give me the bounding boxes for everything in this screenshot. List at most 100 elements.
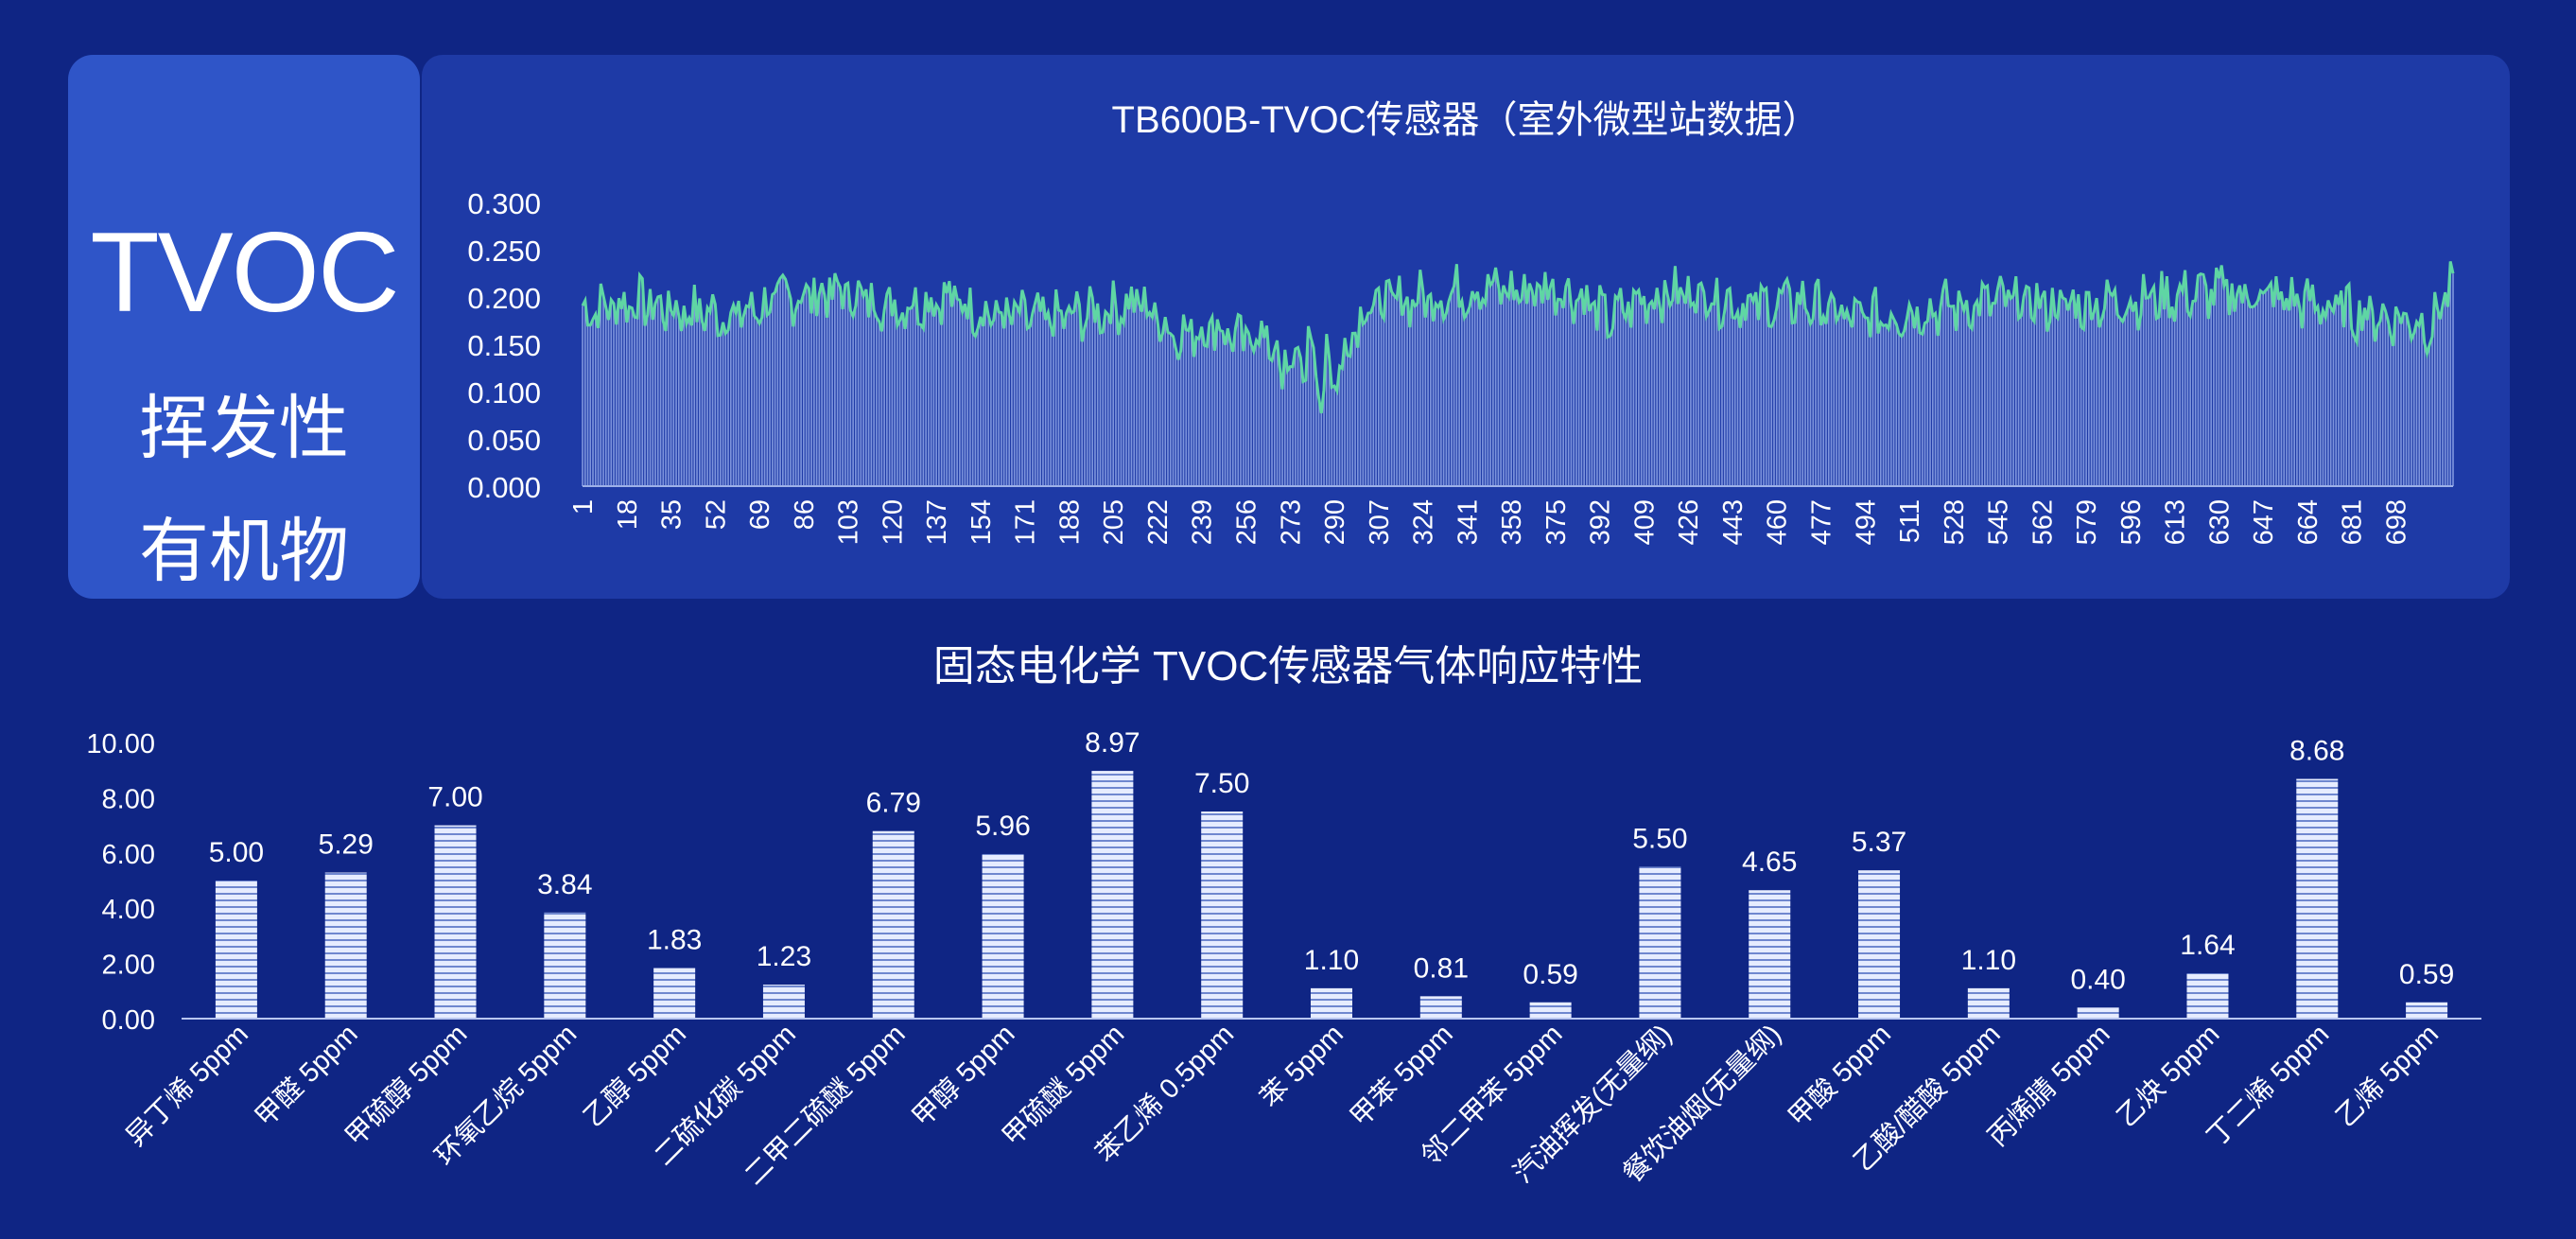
line-chart-x-axis: 1 18 35 52 69 86 103 120 137 154 171 188 205 222 239 25…: [568, 499, 2411, 545]
x-tick-label: 358: [1497, 499, 1527, 545]
x-tick-label: 477: [1806, 499, 1836, 545]
x-tick-label: 137: [922, 499, 952, 545]
x-tick-label: 290: [1320, 499, 1350, 545]
x-tick-label: 222: [1143, 499, 1174, 545]
bar: [762, 985, 805, 1019]
x-tick-label: 426: [1674, 499, 1704, 545]
x-tick-label: 596: [2116, 499, 2147, 545]
y-tick-label: 0.300: [467, 187, 541, 220]
x-tick-label: 239: [1188, 499, 1218, 545]
bar: [1749, 890, 1791, 1019]
x-tick-label: 1: [568, 499, 599, 515]
x-tick-label: 562: [2028, 499, 2058, 545]
bar: [982, 853, 1024, 1019]
bar: [872, 830, 914, 1019]
x-tick-label: 341: [1453, 499, 1483, 545]
bar-chart-bars: 5.00 5.29 7.00 3.84 1.83 1.23 6.79 5.96 8.97 7.50…: [209, 727, 2454, 1019]
line-chart: TB600B-TVOC传感器（室外微型站数据） 0.0000.0500.1000…: [467, 99, 2455, 545]
bar: [215, 881, 257, 1019]
x-tick-label: 154: [966, 499, 997, 545]
x-tick-label: 69: [745, 499, 775, 530]
bar: [1091, 771, 1134, 1019]
bar: [2406, 1002, 2448, 1019]
x-tick-label: 35: [657, 499, 688, 530]
x-tick-label: 630: [2204, 499, 2235, 545]
bar: [1967, 987, 2010, 1019]
x-tick-label: 324: [1409, 499, 1439, 545]
bar: [1311, 987, 1352, 1019]
side-subtitle-line2: 有机物: [139, 512, 349, 590]
y-tick-label: 0.200: [467, 282, 541, 315]
x-tick-label: 273: [1276, 499, 1306, 545]
x-tick-label: 52: [701, 499, 731, 530]
bar-value-label: 0.40: [2070, 964, 2125, 995]
line-chart-y-axis: 0.000 0.050 0.100 0.150 0.200 0.250 0.300: [467, 187, 541, 504]
bar-value-label: 1.10: [1961, 945, 2016, 976]
category-label: 甲醇 5ppm: [906, 1019, 1020, 1133]
bar: [324, 872, 367, 1019]
x-tick-label: 86: [790, 499, 820, 530]
bar: [2296, 778, 2339, 1019]
x-tick-label: 188: [1054, 499, 1085, 545]
bar-value-label: 3.84: [537, 869, 592, 900]
bar-value-label: 0.81: [1414, 952, 1469, 984]
bar-chart-y-axis: 0.00 2.00 4.00 6.00 8.00 10.00: [86, 729, 155, 1036]
y-tick-label: 0.100: [467, 376, 541, 410]
y-tick-label: 10.00: [86, 729, 155, 759]
bar-value-label: 8.68: [2289, 736, 2344, 767]
bar: [1529, 1002, 1572, 1019]
category-label: 甲酸 5ppm: [1783, 1019, 1897, 1133]
side-panel: TVOC 挥发性 有机物: [68, 55, 420, 599]
x-tick-label: 511: [1895, 499, 1925, 543]
bar: [434, 825, 477, 1019]
x-tick-label: 545: [1984, 499, 2014, 545]
x-tick-label: 494: [1851, 499, 1881, 545]
x-tick-label: 103: [834, 499, 864, 545]
bar-value-label: 6.79: [866, 788, 921, 819]
y-tick-label: 0.150: [467, 329, 541, 362]
y-tick-label: 0.00: [102, 1005, 155, 1036]
bar-value-label: 5.29: [319, 829, 374, 861]
bar-value-label: 1.23: [757, 941, 811, 972]
x-tick-label: 698: [2381, 499, 2411, 545]
x-tick-label: 528: [1940, 499, 1970, 545]
category-label: 甲苯 5ppm: [1344, 1019, 1458, 1133]
side-subtitle-line1: 挥发性: [139, 389, 349, 467]
bar: [1419, 996, 1462, 1019]
category-label: 乙烯 5ppm: [2330, 1019, 2445, 1133]
bar-value-label: 8.97: [1085, 727, 1140, 759]
x-tick-label: 256: [1232, 499, 1262, 545]
line-chart-area-bars: [582, 261, 2454, 486]
category-label: 甲醛 5ppm: [249, 1019, 363, 1133]
bar-value-label: 1.83: [647, 925, 702, 956]
y-tick-label: 6.00: [102, 840, 155, 870]
x-tick-label: 392: [1586, 499, 1616, 545]
bar-value-label: 1.64: [2180, 930, 2235, 961]
bar: [1201, 811, 1244, 1019]
x-tick-label: 205: [1099, 499, 1129, 545]
bar-chart-title: 固态电化学 TVOC传感器气体响应特性: [933, 643, 1643, 689]
line-series: [581, 261, 2455, 414]
x-tick-label: 681: [2338, 499, 2368, 545]
x-tick-label: 307: [1365, 499, 1395, 545]
x-tick-label: 579: [2072, 499, 2102, 545]
bar-value-label: 7.00: [427, 782, 482, 813]
x-tick-label: 120: [878, 499, 908, 545]
line-chart-title: TB600B-TVOC传感器（室外微型站数据）: [1112, 99, 1820, 141]
x-tick-label: 18: [613, 499, 643, 530]
bar-value-label: 5.00: [209, 837, 264, 868]
y-tick-label: 8.00: [102, 784, 155, 814]
x-tick-label: 375: [1541, 499, 1572, 545]
x-tick-label: 409: [1629, 499, 1660, 545]
category-label: 乙醇 5ppm: [578, 1019, 692, 1133]
x-tick-label: 460: [1763, 499, 1793, 545]
category-label: 乙炔 5ppm: [2111, 1019, 2225, 1133]
x-tick-label: 613: [2161, 499, 2191, 545]
category-label: 异丁烯 5ppm: [120, 1019, 254, 1153]
bar-value-label: 5.50: [1632, 823, 1687, 854]
bar-value-label: 5.96: [975, 811, 1030, 842]
x-tick-label: 443: [1718, 499, 1749, 545]
bar: [544, 912, 586, 1019]
bar-value-label: 7.50: [1194, 768, 1249, 799]
